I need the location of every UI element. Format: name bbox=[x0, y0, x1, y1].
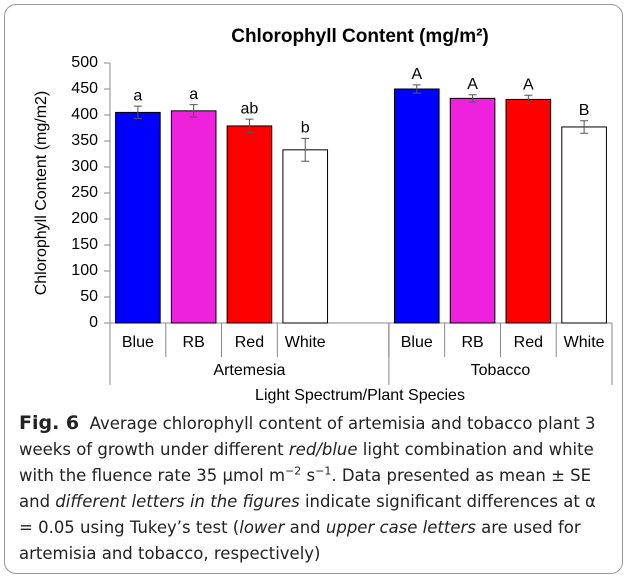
y-tick-label: 200 bbox=[71, 210, 98, 227]
significance-letter: a bbox=[189, 86, 198, 103]
frame bbox=[4, 4, 623, 574]
group-label: Tobacco bbox=[471, 362, 531, 379]
x-tick-label: White bbox=[564, 334, 605, 351]
bar bbox=[226, 125, 273, 324]
x-tick-label: Blue bbox=[122, 334, 154, 351]
error-bar bbox=[245, 118, 254, 134]
caption-text: . Data presented as mean ± SE and bbox=[19, 466, 592, 511]
y-tick-label: 350 bbox=[71, 132, 98, 149]
caption-text: −2 bbox=[285, 464, 302, 478]
bar bbox=[449, 97, 496, 324]
x-tick-label: Red bbox=[235, 334, 264, 351]
y-axis-title: Chlorophyll Content (mg/m2) bbox=[33, 91, 50, 296]
x-tick-label: Blue bbox=[401, 334, 433, 351]
error-bar bbox=[524, 94, 533, 105]
bar bbox=[115, 111, 161, 324]
y-tick-label: 450 bbox=[71, 80, 98, 97]
significance-letter: A bbox=[467, 76, 478, 93]
chart-title: Chlorophyll Content (mg/m²) bbox=[231, 26, 489, 47]
caption-text: light combination and white with the flu… bbox=[19, 440, 594, 485]
y-tick-label: 0 bbox=[89, 314, 98, 331]
chart: Chlorophyll Content (mg/m²) Chlorophyll … bbox=[33, 26, 613, 404]
x-tick-label: RB bbox=[461, 334, 483, 351]
x-tick-label: RB bbox=[183, 334, 205, 351]
caption-text: indicate significant differences at α = … bbox=[19, 492, 596, 537]
caption-text: upper case letters bbox=[325, 518, 476, 537]
significance-letter: A bbox=[523, 76, 534, 93]
caption-text: are used for artemisia and tobacco, resp… bbox=[19, 518, 581, 563]
bar bbox=[170, 110, 217, 324]
error-bar bbox=[189, 104, 198, 118]
y-tick-label: 300 bbox=[71, 158, 98, 175]
error-bar bbox=[412, 84, 421, 94]
bar bbox=[561, 126, 607, 324]
caption-text: −1 bbox=[315, 464, 332, 478]
significance-letter: B bbox=[579, 102, 590, 119]
x-axis-title: Light Spectrum/Plant Species bbox=[255, 387, 465, 404]
significance-letter: A bbox=[411, 66, 422, 83]
group-label: Artemesia bbox=[213, 362, 285, 379]
significance-letter: a bbox=[133, 87, 142, 104]
caption-text: Average chlorophyll content of artemisia… bbox=[19, 414, 596, 459]
x-tick-label: Red bbox=[514, 334, 543, 351]
caption-text: lower bbox=[239, 518, 285, 537]
error-bar bbox=[133, 105, 142, 120]
y-tick-label: 400 bbox=[71, 106, 98, 123]
y-tick-label: 250 bbox=[71, 184, 98, 201]
bar bbox=[282, 149, 329, 324]
error-bar bbox=[468, 94, 477, 103]
error-bar bbox=[580, 120, 589, 134]
y-tick-label: 50 bbox=[80, 288, 98, 305]
significance-letter: ab bbox=[241, 100, 259, 117]
caption-text: red/blue bbox=[288, 440, 358, 459]
significance-letter: b bbox=[301, 120, 310, 137]
caption-label: Fig. 6 bbox=[19, 412, 80, 434]
caption: Fig. 6 Average chlorophyll content of ar… bbox=[19, 410, 614, 567]
y-tick-label: 150 bbox=[71, 236, 98, 253]
bar bbox=[505, 98, 552, 324]
caption-text: different letters in the figures bbox=[55, 492, 300, 511]
caption-text: and bbox=[284, 518, 326, 537]
caption-text: s bbox=[301, 466, 316, 485]
y-tick-label: 100 bbox=[71, 262, 98, 279]
y-tick-label: 500 bbox=[71, 54, 98, 71]
error-bar bbox=[301, 137, 310, 162]
x-tick-label: White bbox=[285, 334, 326, 351]
bar bbox=[393, 88, 440, 324]
